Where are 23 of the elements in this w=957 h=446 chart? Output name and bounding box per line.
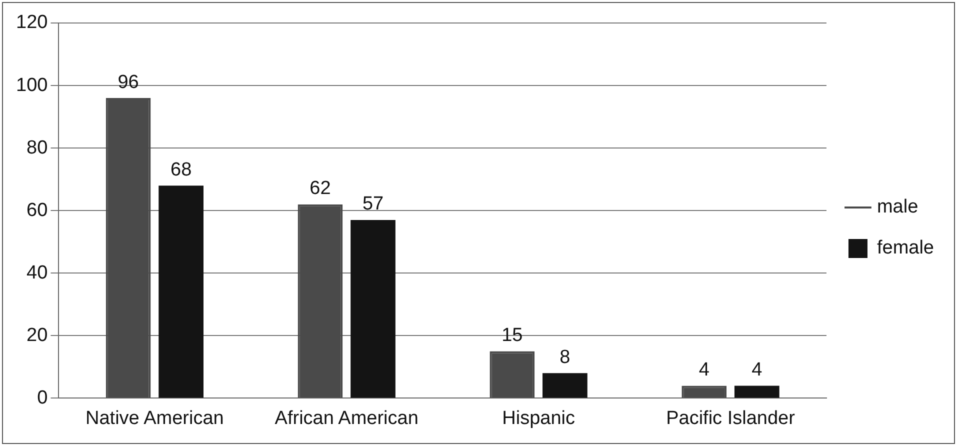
- x-tick-label: African American: [274, 408, 418, 429]
- data-label: 4: [752, 359, 763, 380]
- y-tick-label: 40: [26, 262, 48, 284]
- bar: [350, 220, 396, 398]
- data-label: 8: [560, 346, 570, 368]
- y-tick-label: 20: [26, 324, 48, 346]
- bar: [158, 186, 204, 398]
- bar: [734, 386, 780, 398]
- data-label: 68: [170, 159, 192, 180]
- x-tick-label: Native American: [86, 408, 224, 429]
- legend-label: male: [876, 196, 918, 218]
- legend-label: female: [876, 238, 934, 259]
- x-tick-label: Hispanic: [502, 408, 575, 429]
- y-tick-label: 60: [26, 200, 48, 221]
- y-tick-label: 80: [26, 137, 48, 158]
- x-tick-label: Pacific Islander: [666, 408, 796, 429]
- bar: [542, 373, 588, 398]
- y-tick-label: 0: [37, 387, 48, 408]
- y-tick-label: 120: [16, 12, 48, 34]
- data-label: 62: [310, 178, 331, 200]
- data-label: 57: [362, 194, 384, 215]
- data-label: 4: [698, 359, 710, 380]
- y-tick-label: 100: [16, 74, 48, 96]
